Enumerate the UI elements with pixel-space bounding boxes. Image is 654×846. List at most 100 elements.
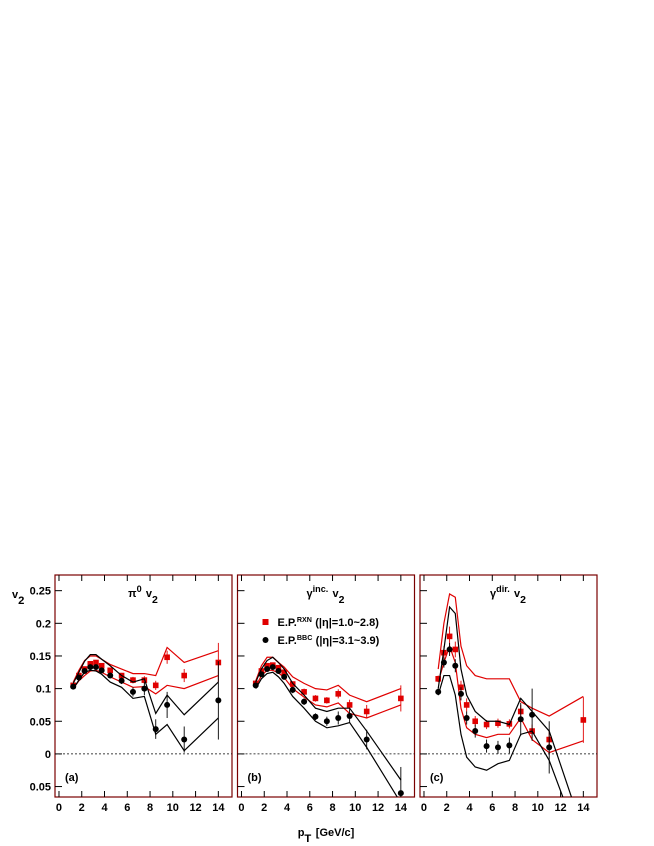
x-tick-label: 6 [124,802,130,814]
legend-label-part: E.P. [278,617,297,629]
marker [312,713,319,720]
marker [506,742,513,749]
marker [346,713,353,720]
marker [446,633,453,640]
marker [92,664,99,671]
y-tick-label: 0 [45,749,51,761]
band-line [437,592,584,717]
x-tick-label: 0 [238,802,244,814]
x-tick-label: 4 [466,802,473,814]
marker [87,664,94,671]
x-tick-label: 6 [489,802,495,814]
panel-title-part: v [514,588,521,600]
plot-area [435,592,587,797]
marker [472,718,479,725]
marker [323,718,330,725]
panel-title: γinc. v2 [307,584,345,606]
marker [152,726,159,733]
marker [70,683,77,690]
marker [397,790,404,797]
panel-title-part: v [333,588,340,600]
panel-title-part: dir. [496,584,510,594]
marker [98,662,105,669]
marker [98,667,105,674]
marker [335,714,342,721]
marker [264,662,270,669]
marker [107,667,114,674]
x-tick-label: 0 [56,802,62,814]
legend-marker [262,619,269,625]
panel-label: (b) [248,772,262,784]
marker [81,667,88,674]
marker [289,686,296,693]
legend-label-part: (|η|=1.0~2.8) [315,617,379,629]
x-tick-label: 8 [329,802,335,814]
marker [517,716,524,723]
marker [164,701,171,708]
band-line [255,656,402,781]
panel-title-part: 2 [339,594,345,606]
x-axis-label-part: T [304,833,311,845]
frame [236,574,416,798]
frame [54,574,233,798]
marker [452,646,459,653]
panel-title-part: γ [490,588,497,600]
y-tick-label: 0.1 [36,684,51,696]
marker [483,743,490,750]
marker [363,736,370,743]
band-line [437,674,564,797]
marker [275,664,282,671]
marker [457,690,464,697]
y-axis-label: v2 [12,589,24,607]
x-tick-label: 4 [284,802,291,814]
x-tick-label: 8 [147,802,153,814]
marker [458,684,464,691]
legend-label: E.P.RXN (|η|=1.0~2.8) [278,616,380,629]
marker [580,717,587,723]
marker [435,688,442,695]
x-axis-label: pT [GeV/c] [298,827,355,845]
marker [281,673,288,680]
marker [472,728,479,735]
band-line [72,654,219,716]
panel-title-part: inc. [313,584,329,594]
panel-title-part: 0 [137,584,142,594]
marker [130,677,136,683]
marker [275,667,282,674]
marker [335,691,342,697]
y-tick-label: 0.25 [30,586,51,598]
x-tick-label: 0 [421,802,427,814]
x-axis-label-part: [GeV/c] [316,827,355,839]
marker [75,674,82,681]
y-axis-label-part: v [12,589,19,601]
panel-label: (c) [430,772,444,784]
legend-label-part: (|η|=3.1~3.9) [316,635,380,647]
panel-title-part: v [146,588,153,600]
marker [363,708,370,715]
y-tick-label: 0.05 [30,716,51,728]
marker [440,659,447,666]
x-tick-label: 14 [212,802,225,814]
x-tick-label: 10 [349,802,361,814]
x-tick-label: 2 [79,802,85,814]
band-line [255,656,402,703]
x-tick-label: 4 [101,802,108,814]
marker [495,720,501,727]
panel-title: γdir. v2 [490,584,526,606]
band-line [72,669,219,695]
x-tick-label: 14 [395,802,408,814]
marker [446,646,453,653]
x-tick-label: 10 [167,802,179,814]
x-tick-label: 12 [372,802,384,814]
panel-title-part: γ [307,588,314,600]
marker [141,685,148,692]
panel-title: π0 v2 [128,584,158,606]
marker [252,682,259,689]
x-tick-label: 10 [532,802,544,814]
panel-title-part: 2 [152,594,158,606]
x-tick-label: 14 [577,802,590,814]
marker [258,671,265,678]
marker [129,688,136,695]
marker [87,661,94,667]
